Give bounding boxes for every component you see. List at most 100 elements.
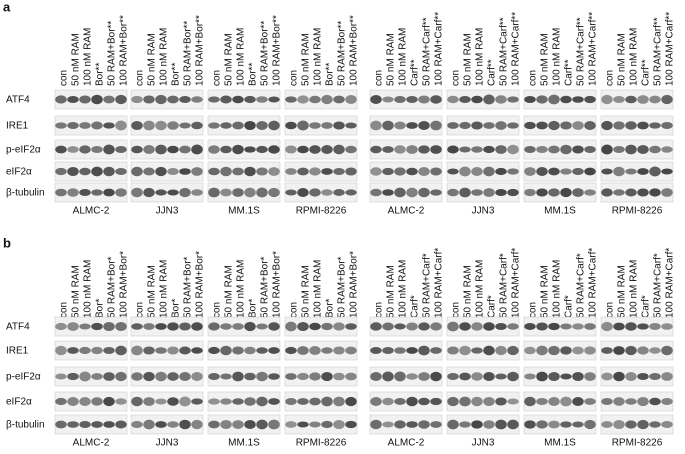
band — [285, 397, 297, 406]
blot-strip — [523, 161, 597, 182]
band — [91, 421, 103, 428]
band — [447, 321, 459, 332]
lane-label: 100 RAM+Bor** — [349, 15, 360, 86]
panel-label: a — [3, 0, 11, 14]
band — [548, 167, 560, 176]
band — [309, 372, 321, 381]
band — [79, 323, 91, 330]
band — [143, 371, 155, 382]
band — [661, 146, 673, 153]
band — [394, 398, 406, 405]
band — [406, 122, 418, 129]
band — [524, 323, 536, 330]
band — [321, 396, 333, 407]
lane-label: 50 RAM+Bor** — [337, 21, 348, 86]
band — [536, 121, 548, 130]
band — [244, 397, 256, 406]
band — [232, 420, 244, 429]
band — [220, 419, 232, 430]
lane-label: con — [374, 70, 385, 86]
lane-label: 50 RAM+Carf** — [653, 17, 664, 86]
band — [67, 372, 79, 381]
band — [572, 167, 584, 176]
band — [103, 188, 115, 197]
band — [55, 420, 67, 429]
band — [370, 120, 382, 131]
lane-label: Bor* — [95, 298, 106, 318]
band — [309, 346, 321, 355]
lane-label: Bor* — [171, 298, 182, 318]
band — [115, 146, 127, 153]
band — [285, 121, 297, 130]
lane-label: 100 nM RAM — [313, 260, 324, 318]
band — [483, 145, 495, 154]
band — [601, 398, 613, 405]
band — [370, 419, 382, 430]
band — [459, 421, 471, 428]
band — [321, 122, 333, 129]
band — [661, 345, 673, 356]
blot-strip — [54, 414, 128, 435]
lane-label: 100 RAM+Carf** — [588, 12, 599, 86]
band — [418, 187, 430, 198]
band — [572, 121, 584, 130]
band — [430, 347, 442, 354]
band — [131, 345, 143, 356]
band — [613, 346, 625, 355]
band — [572, 96, 584, 103]
lane-label: con — [212, 302, 223, 318]
blot-strip — [54, 366, 128, 387]
band — [471, 121, 483, 130]
band — [67, 166, 79, 177]
band — [220, 373, 232, 380]
band — [232, 346, 244, 355]
band — [268, 167, 280, 176]
band — [524, 121, 536, 130]
cell-line: MM.1S — [228, 206, 260, 217]
band — [661, 188, 673, 197]
band — [418, 420, 430, 429]
band — [79, 95, 91, 104]
cell-line: ALMC-2 — [73, 438, 110, 449]
band — [637, 121, 649, 130]
band — [232, 398, 244, 405]
band — [459, 121, 471, 130]
band — [625, 121, 637, 130]
band — [406, 373, 418, 380]
lane-label: 100 RAM+Bor** — [195, 15, 206, 86]
band — [321, 94, 333, 105]
band — [143, 419, 155, 430]
lane-label: 100 RAM+Carf* — [511, 248, 522, 318]
band — [394, 145, 406, 154]
band — [91, 373, 103, 380]
band — [244, 321, 256, 332]
band — [191, 167, 203, 176]
lane-label: 50 nM RAM — [147, 265, 158, 318]
band — [447, 346, 459, 355]
band — [394, 371, 406, 382]
band — [637, 419, 649, 430]
lane-label: con — [135, 70, 146, 86]
lane-label: 100 nM RAM — [83, 260, 94, 318]
lane-label: 50 RAM+Carf** — [499, 17, 510, 86]
band — [637, 346, 649, 355]
blot-strip — [523, 139, 597, 160]
blot-strip — [54, 89, 128, 110]
lane-label: 50 RAM+Bor** — [260, 21, 271, 86]
lane-label: Carf* — [410, 295, 421, 318]
band — [103, 347, 115, 354]
band — [333, 372, 345, 381]
lane-label: 100 RAM+Carf* — [665, 248, 676, 318]
band — [143, 187, 155, 198]
blot-strip — [130, 366, 204, 387]
lane-label: 100 nM RAM — [83, 28, 94, 86]
blot-strip — [446, 89, 520, 110]
band — [208, 96, 220, 103]
blot-strip — [130, 161, 204, 182]
lane-label: 50 nM RAM — [301, 33, 312, 86]
lane-label: 50 nM RAM — [386, 33, 397, 86]
band — [637, 373, 649, 380]
band — [79, 167, 91, 176]
band — [637, 323, 649, 330]
band — [584, 419, 596, 430]
